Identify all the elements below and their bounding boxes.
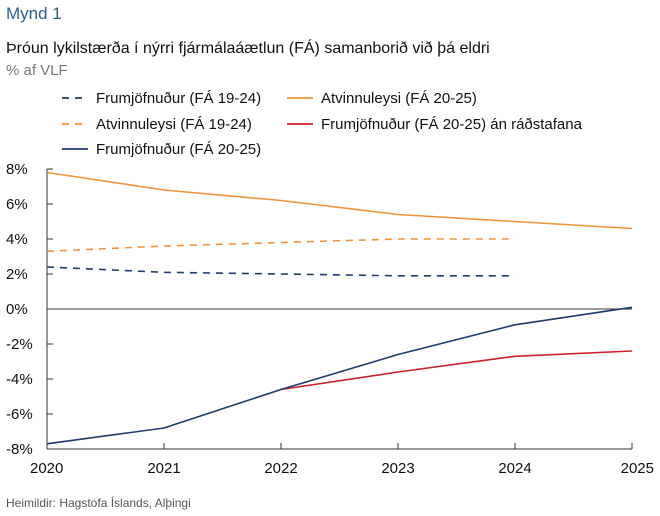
legend-label-4: Frumjöfnuður (FÁ 20-25) án ráðstafana	[321, 116, 583, 133]
x-tick-label: 2025	[621, 460, 654, 477]
series-layer	[46, 171, 633, 445]
x-tick-label: 2021	[147, 460, 180, 477]
chart-title: Þróun lykilstærða í nýrri fjármálaáætlun…	[6, 40, 490, 57]
y-tick-label: -6%	[6, 406, 33, 423]
legend-label-3: Atvinnuleysi (FÁ 20-25)	[321, 90, 477, 107]
series-line-1	[46, 238, 515, 253]
x-tick-label: 2024	[498, 460, 531, 477]
figure-label: Mynd 1	[6, 4, 62, 23]
source-note: Heimildir: Hagstofa Íslands, Alþingi	[6, 496, 191, 510]
series-line-0	[46, 266, 515, 277]
x-tick-label: 2023	[381, 460, 414, 477]
legend-label-1: Atvinnuleysi (FÁ 19-24)	[96, 116, 252, 133]
y-tick-label: 4%	[6, 231, 28, 248]
legend-label-2: Frumjöfnuður (FÁ 20-25)	[96, 141, 261, 158]
chart-subtitle: % af VLF	[6, 62, 68, 79]
y-tick-label: 2%	[6, 266, 28, 283]
y-tick-label: -2%	[6, 336, 33, 353]
series-line-2	[46, 306, 633, 445]
y-tick-label: 6%	[6, 196, 28, 213]
y-tick-label: -8%	[6, 441, 33, 458]
y-tick-label: 8%	[6, 161, 28, 178]
series-line-3	[46, 171, 633, 230]
axes: 8% 6% 4% 2% 0% -2% -4% -6% -8% 2020 2021 2022 2023 20…	[6, 161, 654, 477]
series-line-4	[280, 350, 633, 391]
y-tick-label: 0%	[6, 301, 28, 318]
legend-label-0: Frumjöfnuður (FÁ 19-24)	[96, 90, 261, 107]
legend: Frumjöfnuður (FÁ 19-24) Atvinnuleysi (FÁ …	[62, 90, 583, 158]
y-tick-label: -4%	[6, 371, 33, 388]
x-tick-label: 2020	[30, 460, 63, 477]
x-tick-label: 2022	[264, 460, 297, 477]
